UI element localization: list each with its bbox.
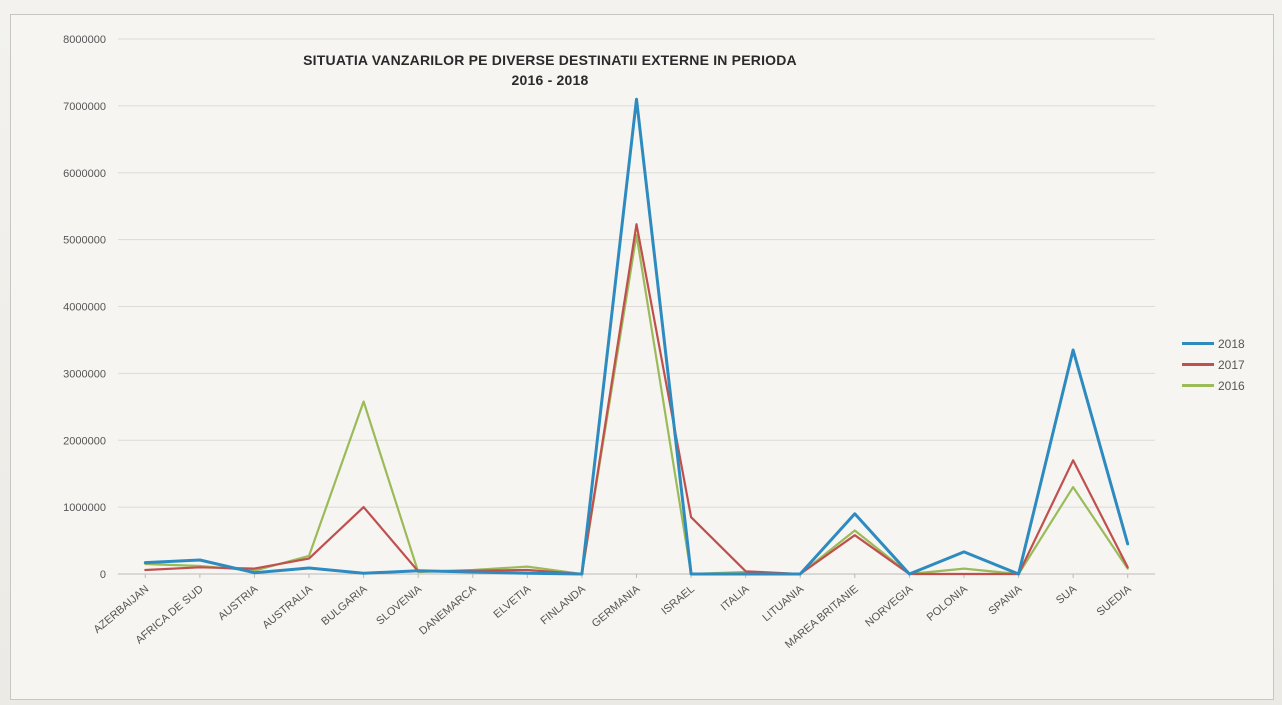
y-tick-label: 4000000	[63, 302, 106, 314]
chart-subtitle: 2016 - 2018	[511, 72, 589, 88]
legend-swatch-2016	[1182, 384, 1214, 387]
y-tick-label: 3000000	[63, 368, 106, 380]
series-line-2018	[143, 97, 1130, 576]
y-tick-label: 6000000	[63, 168, 106, 180]
series-line-2016	[144, 233, 1129, 576]
chart-legend: 2018 2017 2016	[1182, 333, 1277, 396]
x-tick-label: BULGARIA	[319, 583, 370, 628]
y-tick-label: 7000000	[63, 101, 106, 113]
x-tick-label: AUSTRALIA	[260, 583, 315, 632]
legend-swatch-2017	[1182, 363, 1214, 366]
x-tick-label: DANEMARCA	[417, 583, 479, 638]
y-tick-label: 8000000	[63, 34, 106, 46]
chart-title: SITUATIA VANZARILOR PE DIVERSE DESTINATI…	[303, 52, 797, 68]
y-tick-label: 1000000	[63, 502, 106, 514]
legend-label-2018: 2018	[1218, 336, 1245, 351]
x-tick-label: SUEDIA	[1095, 583, 1135, 619]
x-tick-label: AZERBAIJAN	[92, 583, 152, 636]
legend-item-2018: 2018	[1182, 333, 1277, 354]
legend-item-2016: 2016	[1182, 375, 1277, 396]
x-tick-label: ISRAEL	[659, 583, 697, 617]
x-tick-label: SPANIA	[986, 583, 1025, 618]
x-tick-label: LITUANIA	[761, 583, 807, 624]
x-tick-label: GERMANIA	[590, 583, 643, 630]
y-tick-label: 2000000	[63, 435, 106, 447]
x-tick-label: SUA	[1054, 583, 1080, 607]
y-tick-label: 0	[100, 569, 106, 581]
legend-label-2017: 2017	[1218, 357, 1245, 372]
legend-item-2017: 2017	[1182, 354, 1277, 375]
x-tick-label: SLOVENIA	[374, 583, 424, 628]
x-tick-label: AUSTRIA	[216, 583, 261, 623]
series-line-2017	[144, 223, 1129, 576]
legend-label-2016: 2016	[1218, 378, 1245, 393]
x-tick-label: FINLANDA	[538, 583, 588, 628]
x-tick-label: NORVEGIA	[863, 583, 916, 630]
x-tick-label: ELVETIA	[492, 583, 534, 621]
legend-swatch-2018	[1182, 342, 1214, 345]
y-tick-label: 5000000	[63, 235, 106, 247]
x-tick-label: ITALIA	[719, 583, 752, 614]
x-tick-label: POLONIA	[925, 583, 971, 624]
chart-title-block: SITUATIA VANZARILOR PE DIVERSE DESTINATI…	[200, 50, 900, 90]
chart-frame	[10, 14, 1274, 700]
